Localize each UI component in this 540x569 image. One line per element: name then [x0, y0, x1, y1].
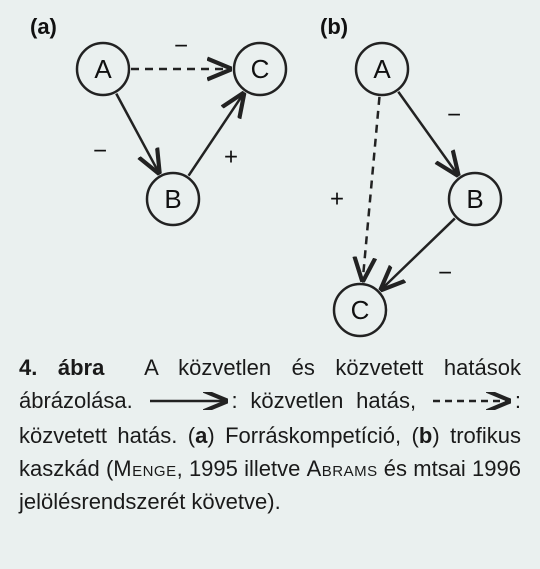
edge-sign: +	[224, 144, 238, 171]
node-label-a-C: C	[251, 54, 270, 84]
figure-caption: 4. ábra A közvetlen és közvetett hatások…	[19, 351, 521, 518]
panel-label-b: (b)	[320, 14, 348, 39]
edge-arrow	[116, 94, 158, 171]
node-label-b-A: A	[373, 54, 391, 84]
panel-a-desc: Forráskompetíció,	[225, 423, 401, 448]
edge-sign: −	[93, 138, 107, 165]
edge-sign: −	[438, 260, 452, 287]
legend-solid-arrow-icon	[146, 386, 232, 419]
node-label-b-C: C	[351, 295, 370, 325]
edge-sign: −	[447, 102, 461, 129]
panel-b-ref: b	[419, 423, 432, 448]
edge-sign: −	[174, 33, 188, 60]
ref-menge: Menge	[113, 456, 176, 481]
legend-solid-desc: : közvetlen hatás,	[232, 388, 417, 413]
node-label-b-B: B	[466, 184, 483, 214]
node-label-a-A: A	[94, 54, 112, 84]
figure-label: 4. ábra	[19, 355, 104, 380]
diagram-canvas: (a) − + − A B C (b) − − + A B C	[0, 0, 540, 345]
legend-dashed-arrow-icon	[429, 386, 515, 419]
panel-label-a: (a)	[30, 14, 57, 39]
edge-sign: +	[330, 186, 344, 213]
ref-mid1: , 1995 illetve	[177, 456, 307, 481]
node-label-a-B: B	[164, 184, 181, 214]
panel-a-ref: a	[195, 423, 207, 448]
edge-arrow	[363, 97, 380, 278]
page: (a) − + − A B C (b) − − + A B C 4. ábra A közvetlen é…	[0, 0, 540, 569]
ref-abrams: Abrams	[307, 456, 378, 481]
